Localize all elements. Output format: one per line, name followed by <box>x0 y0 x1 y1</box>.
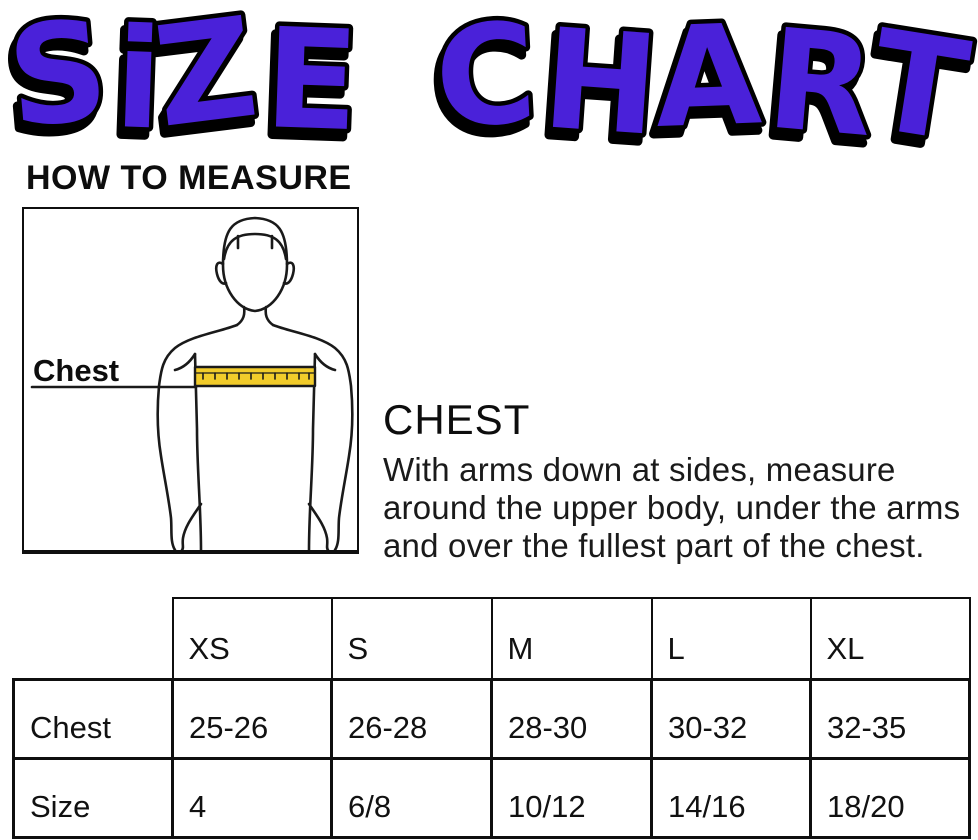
left-ear-path <box>214 261 228 285</box>
chest-instructions: With arms down at sides, measure around … <box>383 451 960 565</box>
col-header-xl: XL <box>809 597 971 680</box>
torso-left-path <box>193 352 203 550</box>
col-header-xs: XS <box>171 597 333 680</box>
size-value-s: 6/8 <box>330 756 493 839</box>
left-hand-path <box>180 502 203 550</box>
torso-right-path <box>307 352 317 550</box>
chest-figure-label: Chest <box>33 353 119 388</box>
tape-band <box>193 365 317 388</box>
table-row-size: Size 4 6/8 10/12 14/16 18/20 <box>12 756 971 839</box>
size-table-header-row: XS S M L XL <box>13 597 971 680</box>
head-outline-path <box>221 216 289 313</box>
size-value-xl: 18/20 <box>809 756 971 839</box>
row-label-size: Size <box>12 756 174 839</box>
right-armpit-path <box>313 352 337 372</box>
left-arm-path <box>156 323 239 550</box>
chest-value-s: 26-28 <box>330 677 493 760</box>
tape-ticks <box>202 372 310 380</box>
size-value-xs: 4 <box>171 756 333 839</box>
chest-value-l: 30-32 <box>650 677 812 760</box>
chest-value-m: 28-30 <box>490 677 653 760</box>
col-header-s: S <box>330 597 493 680</box>
table-row-chest: Chest 25-26 26-28 28-30 30-32 32-35 <box>12 677 971 760</box>
chest-value-xs: 25-26 <box>171 677 333 760</box>
size-value-m: 10/12 <box>490 756 653 839</box>
chest-value-xl: 32-35 <box>809 677 971 760</box>
hairline-path <box>222 232 288 261</box>
how-to-measure-heading: HOW TO MEASURE <box>26 159 352 197</box>
size-value-l: 14/16 <box>650 756 812 839</box>
right-ear-path <box>282 261 296 285</box>
chest-instructions-line-1: With arms down at sides, measure <box>383 451 896 488</box>
chest-section-heading: CHEST <box>383 396 531 443</box>
chest-instructions-line-2: around the upper body, under the arms <box>383 489 961 526</box>
col-header-l: L <box>650 597 812 680</box>
size-table: XS S M L XL Chest 25-26 26-28 28-30 30-3… <box>12 597 971 839</box>
chest-instructions-line-3: and over the fullest part of the chest. <box>383 527 925 564</box>
left-armpit-path <box>173 352 197 372</box>
title-shadow-text: SiZE CHART <box>0 0 976 158</box>
right-hand-path <box>307 502 330 550</box>
page-title: SiZE CHART SiZE CHART <box>0 0 978 186</box>
right-arm-path <box>271 323 354 550</box>
person-illustration: Chest <box>30 216 354 550</box>
title-text: SiZE CHART <box>2 0 978 158</box>
size-table-corner-cell <box>13 598 173 679</box>
col-header-m: M <box>490 597 653 680</box>
figure-box: Chest <box>22 207 359 554</box>
measuring-tape <box>193 365 317 388</box>
row-label-chest: Chest <box>12 677 174 760</box>
title-lettering: SiZE CHART SiZE CHART <box>0 0 978 186</box>
neck-path <box>235 305 275 327</box>
